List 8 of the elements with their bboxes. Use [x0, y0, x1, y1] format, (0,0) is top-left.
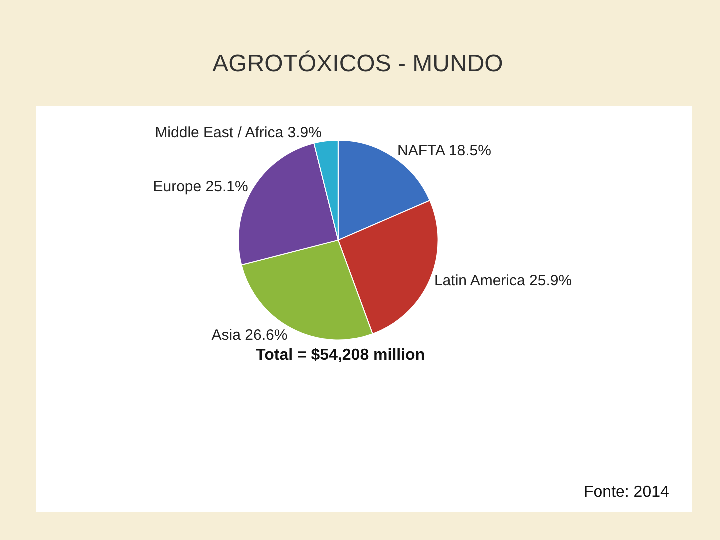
text: Total = $54,208 million	[256, 347, 426, 364]
slice-label: Asia 26.6%	[212, 326, 288, 344]
source-note: Fonte: 2014	[584, 484, 670, 501]
slice-label: Middle East / Africa 3.9%	[155, 124, 322, 142]
slice-label: Latin America 25.9%	[434, 272, 572, 290]
slice-label: NAFTA 18.5%	[397, 142, 492, 160]
slice-label: Europe 25.1%	[153, 178, 248, 196]
chart-title: AGROTÓXICOS - MUNDO	[212, 50, 504, 78]
